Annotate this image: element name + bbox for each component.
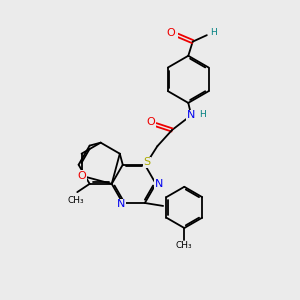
Text: O: O <box>167 28 175 38</box>
Text: O: O <box>168 29 176 39</box>
Text: CH₃: CH₃ <box>176 241 193 250</box>
Text: N: N <box>117 200 125 209</box>
Text: H: H <box>210 28 217 37</box>
Text: N: N <box>187 110 195 120</box>
Text: CH₃: CH₃ <box>68 196 84 205</box>
Text: N: N <box>155 179 164 189</box>
Text: O: O <box>77 171 86 181</box>
Text: H: H <box>199 110 206 118</box>
Text: O: O <box>146 117 155 127</box>
Text: H: H <box>209 29 215 38</box>
Text: S: S <box>143 158 151 167</box>
